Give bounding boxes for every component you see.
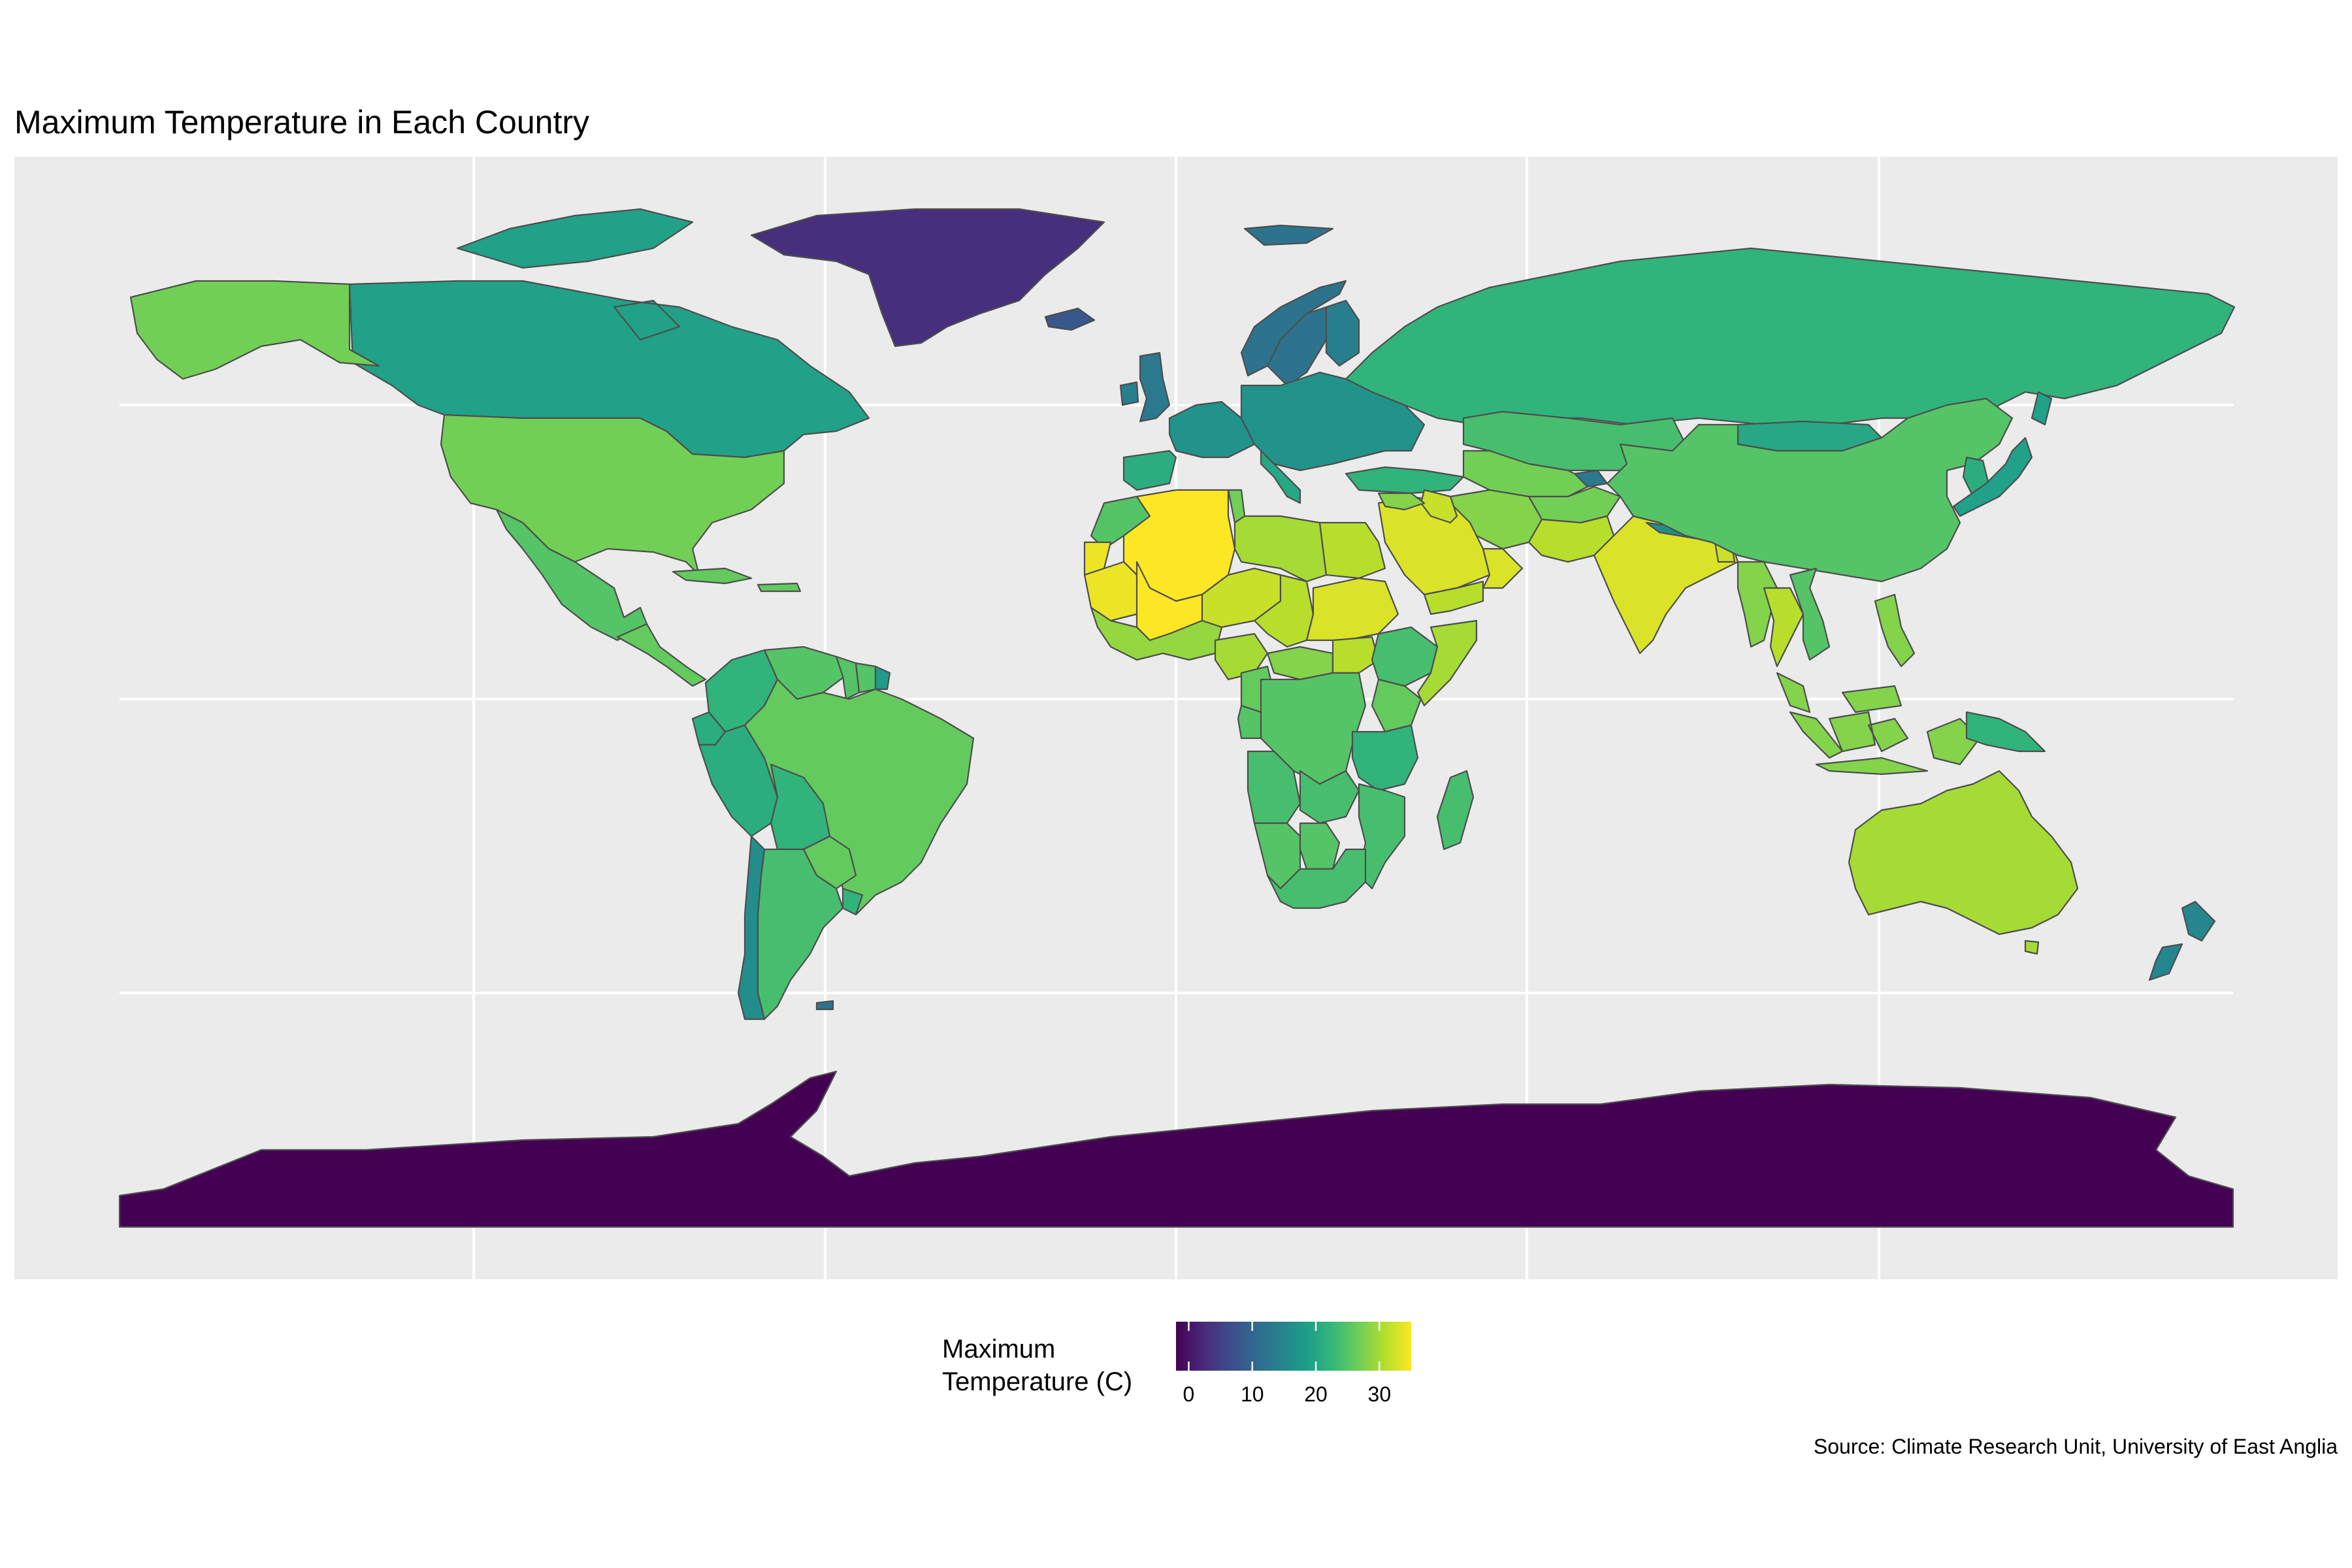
- country-central-asia: [1462, 449, 1595, 498]
- country-iceland: [1044, 307, 1096, 331]
- country-new-zealand: [2148, 900, 2216, 981]
- country-spain: [1122, 449, 1177, 491]
- country-greenland: [750, 208, 1105, 348]
- country-malaysia: [1776, 672, 1903, 713]
- country-japan: [1952, 391, 2053, 517]
- country-angola: [1247, 750, 1301, 825]
- country-suriname: [855, 662, 877, 694]
- country-russia: [1345, 247, 2236, 426]
- country-south-sudan: [1331, 636, 1380, 674]
- country-indonesia: [1789, 711, 1981, 776]
- country-chad: [1253, 574, 1315, 648]
- legend-title: Maximum Temperature (C): [942, 1333, 1132, 1398]
- legend-tick-label: 30: [1367, 1382, 1392, 1406]
- country-norway: [1240, 280, 1347, 377]
- country-chile: [737, 835, 766, 1021]
- country-svalbard: [1243, 224, 1334, 246]
- legend-tick-label: 10: [1240, 1382, 1264, 1406]
- country-caribbean: [672, 567, 802, 593]
- country-china: [1606, 397, 2014, 583]
- colorbar-gradient: [1176, 1322, 1411, 1371]
- country-finland: [1325, 299, 1360, 367]
- country-falkland-islands: [815, 1000, 834, 1011]
- country-zambia: [1299, 770, 1360, 825]
- legend-tick-label: 0: [1183, 1382, 1195, 1406]
- country-egypt: [1318, 521, 1386, 580]
- country-tanzania: [1351, 724, 1419, 792]
- country-yemen: [1423, 580, 1484, 615]
- country-syria: [1377, 492, 1426, 511]
- country-italy: [1260, 449, 1301, 504]
- legend-tick-label: 20: [1304, 1382, 1328, 1406]
- country-guyana: [835, 655, 860, 700]
- country-papua-new-guinea: [1965, 711, 2046, 753]
- country-western-europe: [1168, 400, 1256, 459]
- country-thailand: [1763, 587, 1805, 668]
- caption: Source: Climate Research Unit, Universit…: [1813, 1435, 2338, 1458]
- country-alaska: [129, 280, 380, 380]
- country-ireland: [1119, 381, 1139, 406]
- country-french-guiana: [874, 665, 891, 691]
- country-central-america: [616, 623, 707, 687]
- country-australia: [1848, 770, 2079, 955]
- legend-title-line: Maximum: [942, 1335, 1056, 1364]
- country-libya: [1233, 515, 1328, 583]
- country-oman: [1482, 547, 1524, 589]
- country-turkey: [1345, 466, 1465, 495]
- plot-title: Maximum Temperature in Each Country: [14, 104, 589, 140]
- country-vietnam: [1789, 567, 1831, 661]
- legend-title-line: Temperature (C): [942, 1367, 1133, 1396]
- countries: [118, 208, 2236, 1228]
- country-united-kingdom: [1139, 351, 1171, 423]
- country-canada: [348, 208, 870, 459]
- country-ethiopia: [1371, 626, 1439, 687]
- country-somalia: [1416, 619, 1478, 707]
- country-south-africa: [1266, 848, 1367, 909]
- legend-colorbar: [1176, 1322, 1411, 1371]
- country-mozambique: [1358, 783, 1406, 890]
- country-gabon: [1237, 704, 1262, 740]
- country-antarctica: [118, 1070, 2234, 1228]
- country-myanmar: [1737, 561, 1778, 648]
- country-philippines: [1874, 593, 1916, 668]
- country-uruguay: [841, 887, 864, 916]
- country-madagascar: [1436, 770, 1475, 851]
